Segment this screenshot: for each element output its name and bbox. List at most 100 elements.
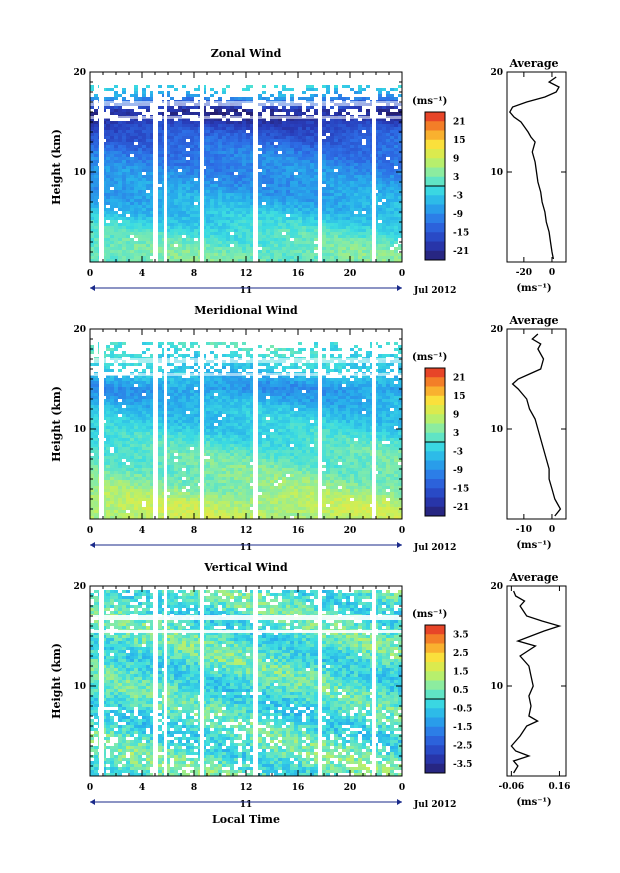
heatmap-cell	[206, 178, 210, 181]
heatmap-cell	[266, 136, 270, 139]
heatmap-cell	[150, 196, 154, 199]
heatmap-cell	[270, 190, 274, 193]
heatmap-cell	[218, 214, 222, 217]
heatmap-cell	[182, 145, 186, 148]
heatmap-cell	[302, 91, 306, 94]
heatmap-cell	[338, 250, 342, 253]
heatmap-cell	[138, 492, 142, 495]
heatmap-cell	[230, 133, 234, 136]
heatmap-cell	[390, 136, 394, 139]
heatmap-cell	[210, 226, 214, 229]
heatmap-cell	[358, 223, 362, 226]
heatmap-cell	[386, 142, 390, 145]
heatmap-cell	[282, 175, 286, 178]
heatmap-cell	[334, 97, 338, 100]
heatmap-cell	[226, 151, 230, 154]
heatmap-cell	[110, 88, 114, 91]
heatmap-cell	[134, 396, 138, 399]
heatmap-cell	[366, 232, 370, 235]
heatmap-cell	[118, 184, 122, 187]
heatmap-cell	[394, 238, 398, 241]
heatmap-cell	[226, 220, 230, 223]
heatmap-cell	[142, 94, 146, 97]
heatmap-cell	[126, 151, 130, 154]
heatmap-cell	[94, 513, 98, 516]
heatmap-cell	[134, 169, 138, 172]
heatmap-cell	[282, 106, 286, 109]
heatmap-cell	[298, 97, 302, 100]
heatmap-cell	[110, 121, 114, 124]
heatmap-cell	[106, 489, 110, 492]
heatmap-cell	[334, 148, 338, 151]
heatmap-cell	[282, 148, 286, 151]
heatmap-cell	[126, 205, 130, 208]
heatmap-cell	[134, 456, 138, 459]
heatmap-cell	[90, 489, 94, 492]
heatmap-cell	[130, 498, 134, 501]
heatmap-cell	[390, 235, 394, 238]
heatmap-cell	[334, 91, 338, 94]
heatmap-cell	[350, 154, 354, 157]
heatmap-cell	[142, 235, 146, 238]
heatmap-cell	[274, 193, 278, 196]
heatmap-cell	[170, 154, 174, 157]
heatmap-cell	[226, 172, 230, 175]
heatmap-cell	[174, 166, 178, 169]
heatmap-cell	[390, 241, 394, 244]
heatmap-cell	[134, 474, 138, 477]
heatmap-cell	[178, 133, 182, 136]
heatmap-cell	[270, 148, 274, 151]
heatmap-cell	[266, 208, 270, 211]
heatmap-cell	[286, 217, 290, 220]
heatmap-cell	[206, 223, 210, 226]
heatmap-cell	[170, 259, 174, 262]
heatmap-cell	[346, 172, 350, 175]
heatmap-cell	[322, 175, 326, 178]
heatmap-cell	[226, 202, 230, 205]
heatmap-cell	[166, 193, 170, 196]
heatmap-cell	[354, 250, 358, 253]
heatmap-cell	[134, 471, 138, 474]
heatmap-cell	[106, 127, 110, 130]
heatmap-cell	[134, 411, 138, 414]
heatmap-cell	[118, 438, 122, 441]
heatmap-cell	[350, 139, 354, 142]
heatmap-cell	[306, 244, 310, 247]
heatmap-cell	[366, 85, 370, 88]
heatmap-cell	[294, 253, 298, 256]
heatmap-cell	[122, 223, 126, 226]
heatmap-cell	[386, 145, 390, 148]
heatmap-cell	[382, 172, 386, 175]
heatmap-cell	[222, 199, 226, 202]
heatmap-cell	[290, 226, 294, 229]
heatmap-cell	[386, 124, 390, 127]
heatmap-cell	[314, 136, 318, 139]
heatmap-cell	[134, 157, 138, 160]
data-gap-band	[99, 72, 104, 262]
heatmap-cell	[130, 112, 134, 115]
heatmap-cell	[338, 193, 342, 196]
heatmap-cell	[118, 178, 122, 181]
heatmap-cell	[306, 139, 310, 142]
heatmap-cell	[274, 148, 278, 151]
heatmap-cell	[170, 151, 174, 154]
heatmap-cell	[394, 112, 398, 115]
heatmap-cell	[326, 187, 330, 190]
heatmap-cell	[130, 435, 134, 438]
colorbar-tick-label: -3	[453, 191, 463, 201]
heatmap-cell	[242, 187, 246, 190]
heatmap-cell	[190, 238, 194, 241]
heatmap-cell	[206, 166, 210, 169]
heatmap-cell	[94, 510, 98, 513]
heatmap-cell	[226, 196, 230, 199]
heatmap-cell	[94, 202, 98, 205]
heatmap-cell	[110, 124, 114, 127]
heatmap-cell	[390, 106, 394, 109]
heatmap-cell	[186, 112, 190, 115]
heatmap-cell	[90, 142, 94, 145]
heatmap-cell	[194, 193, 198, 196]
heatmap-cell	[186, 127, 190, 130]
heatmap-cell	[330, 157, 334, 160]
heatmap-cell	[174, 211, 178, 214]
heatmap-cell	[106, 477, 110, 480]
